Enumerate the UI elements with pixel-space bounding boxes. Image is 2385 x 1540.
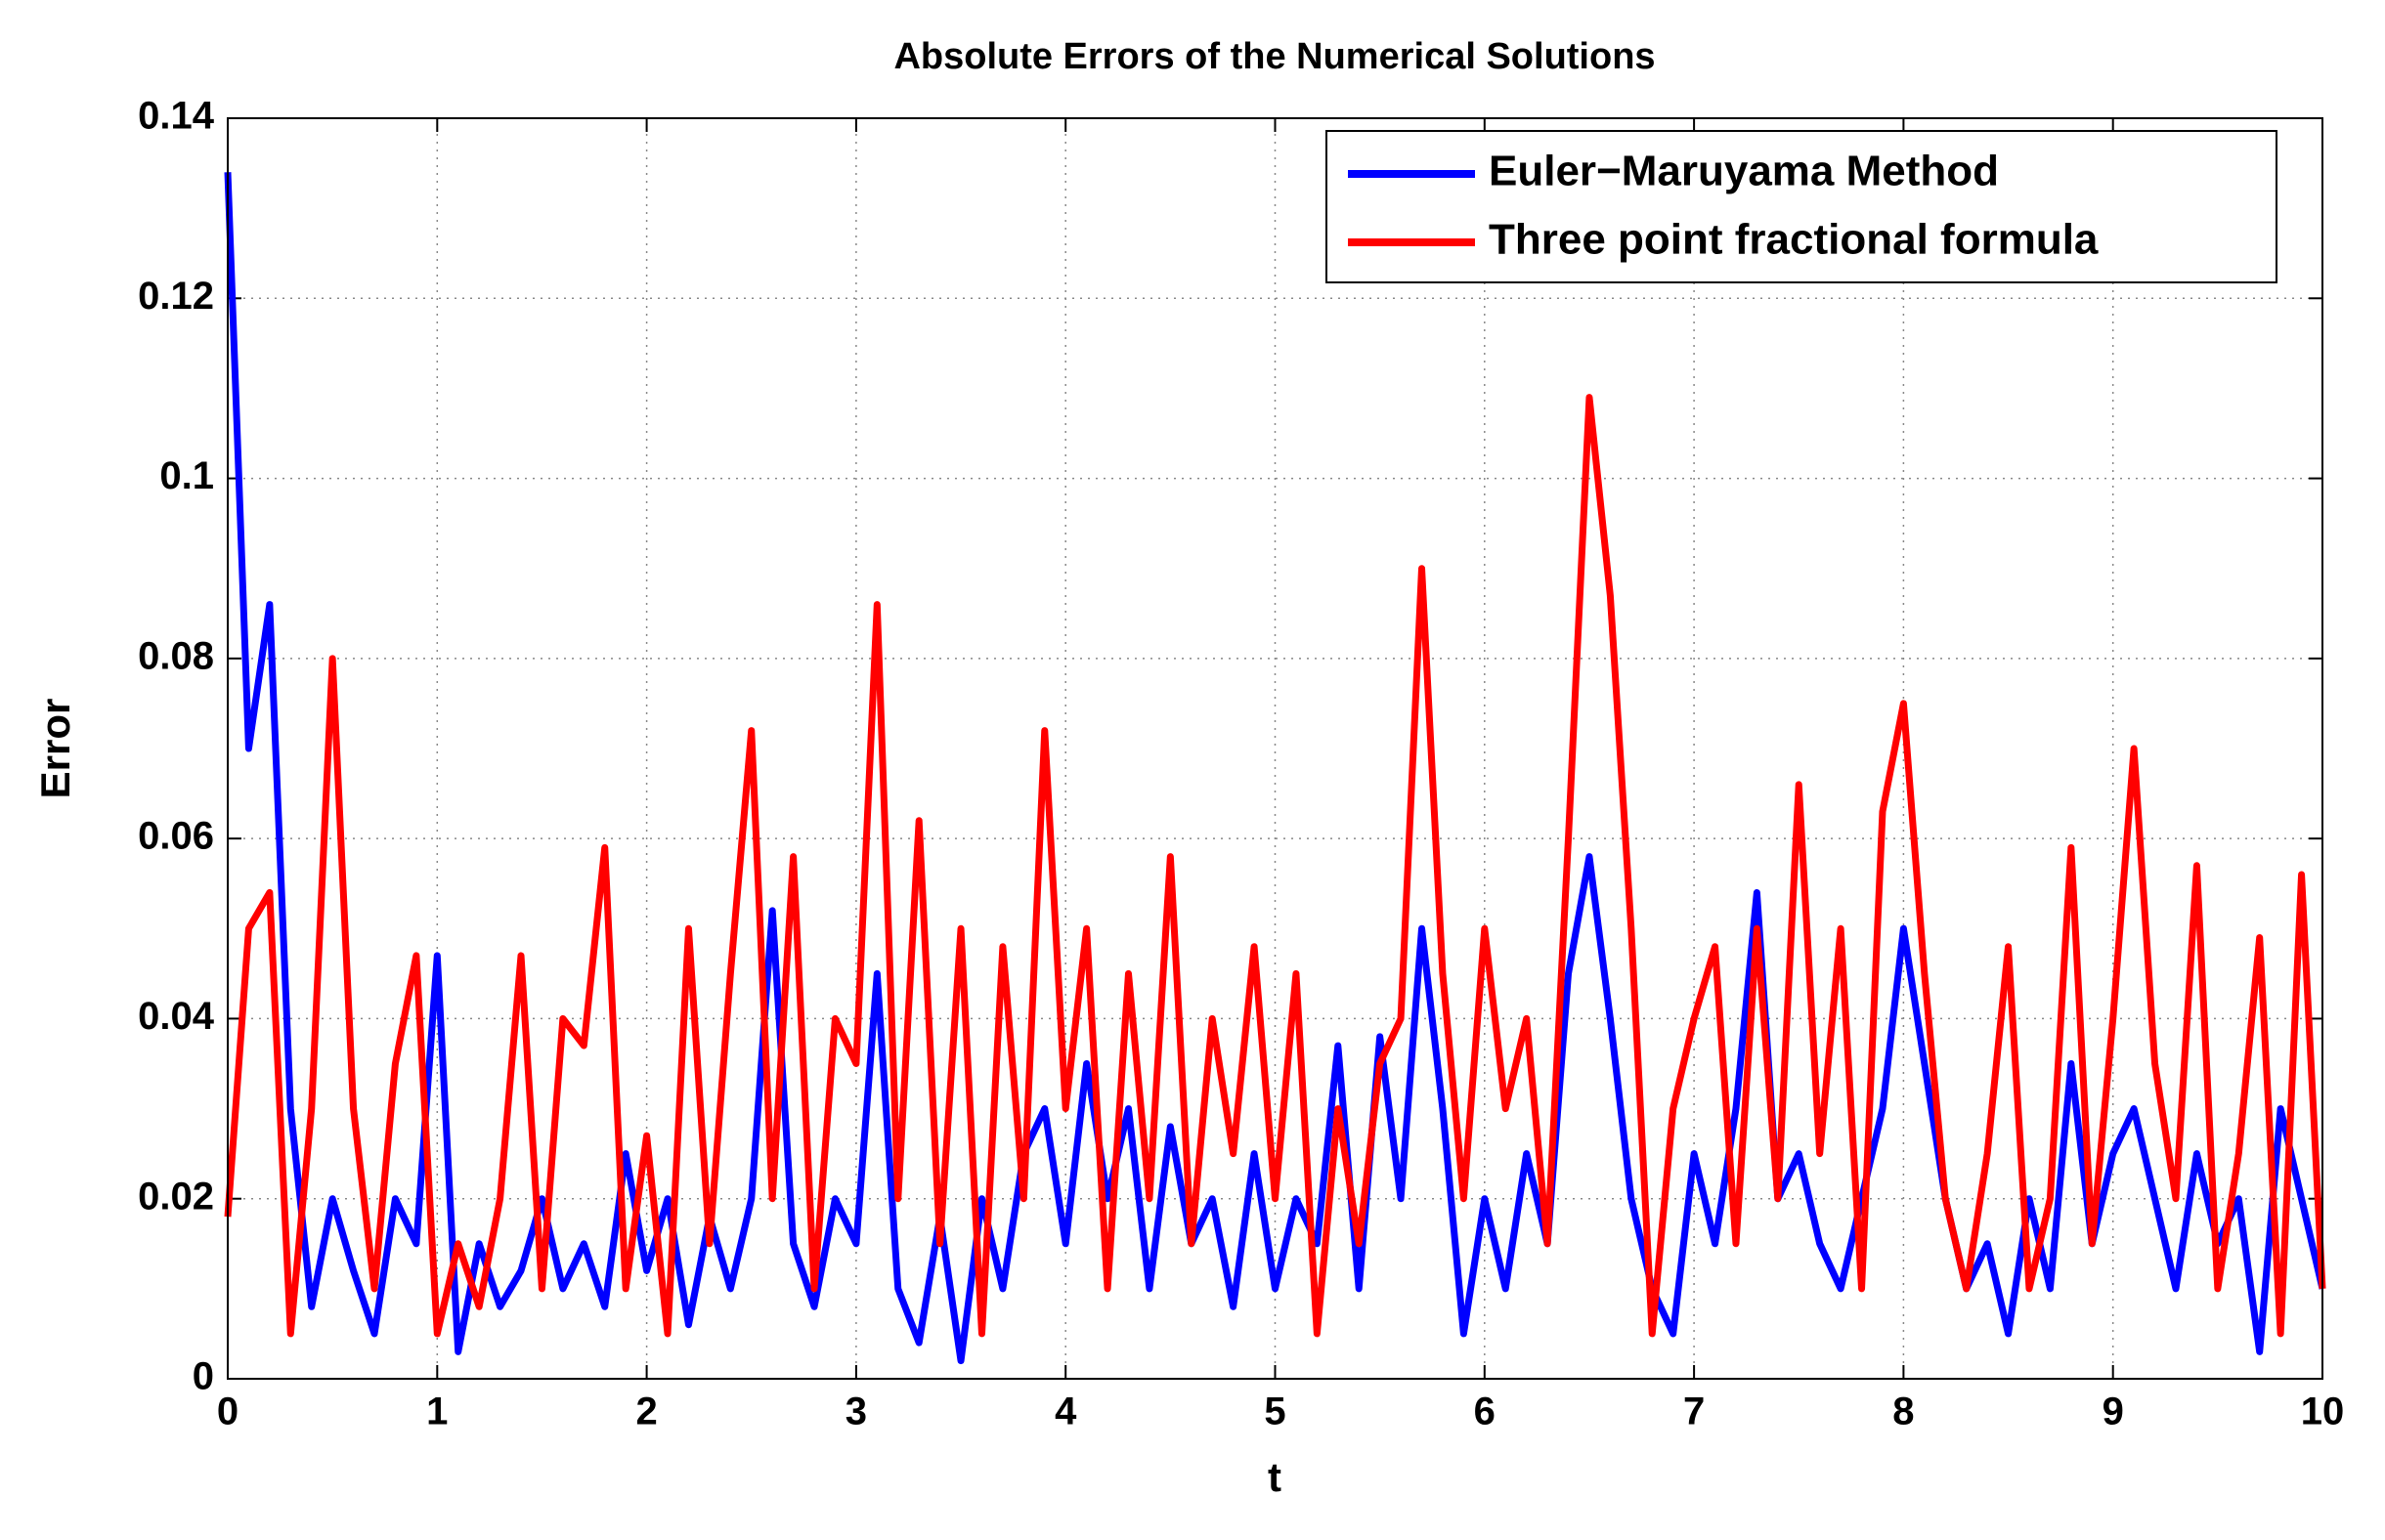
plot-frame bbox=[227, 117, 2323, 1380]
y-tick-label: 0.14 bbox=[138, 95, 215, 138]
y-tick-label: 0.08 bbox=[138, 634, 214, 677]
y-axis-label: Error bbox=[32, 699, 78, 799]
y-tick-label: 0.02 bbox=[138, 1175, 214, 1218]
x-tick-label: 9 bbox=[2103, 1390, 2124, 1433]
legend-label: Euler−Maruyama Method bbox=[1489, 148, 1999, 195]
x-tick-label: 0 bbox=[217, 1390, 238, 1433]
data-line bbox=[224, 394, 2326, 1338]
legend: Euler−Maruyama Method Three point fractio… bbox=[1325, 130, 2277, 283]
y-tick-label: 0.12 bbox=[138, 275, 214, 318]
data-line bbox=[224, 172, 2326, 1365]
x-tick-label: 3 bbox=[846, 1390, 867, 1433]
x-axis-label: t bbox=[1268, 1454, 1281, 1500]
legend-label: Three point fractional formula bbox=[1489, 216, 2099, 264]
x-tick-label: 4 bbox=[1055, 1390, 1077, 1433]
x-tick-label: 10 bbox=[2301, 1390, 2345, 1433]
x-tick-label: 8 bbox=[1892, 1390, 1914, 1433]
y-tick-label: 0.06 bbox=[138, 815, 214, 858]
x-tick-label: 7 bbox=[1683, 1390, 1705, 1433]
chart-title: Absolute Errors of the Numerical Solutio… bbox=[893, 36, 1655, 77]
y-tick-label: 0.04 bbox=[138, 995, 215, 1038]
x-tick-label: 6 bbox=[1474, 1390, 1496, 1433]
legend-box bbox=[1325, 130, 2277, 283]
y-tick-label: 0 bbox=[193, 1355, 214, 1398]
x-tick-label: 2 bbox=[635, 1390, 657, 1433]
x-tick-label: 5 bbox=[1264, 1390, 1285, 1433]
x-tick-label: 1 bbox=[426, 1390, 448, 1433]
y-tick-label: 0.1 bbox=[159, 454, 214, 497]
